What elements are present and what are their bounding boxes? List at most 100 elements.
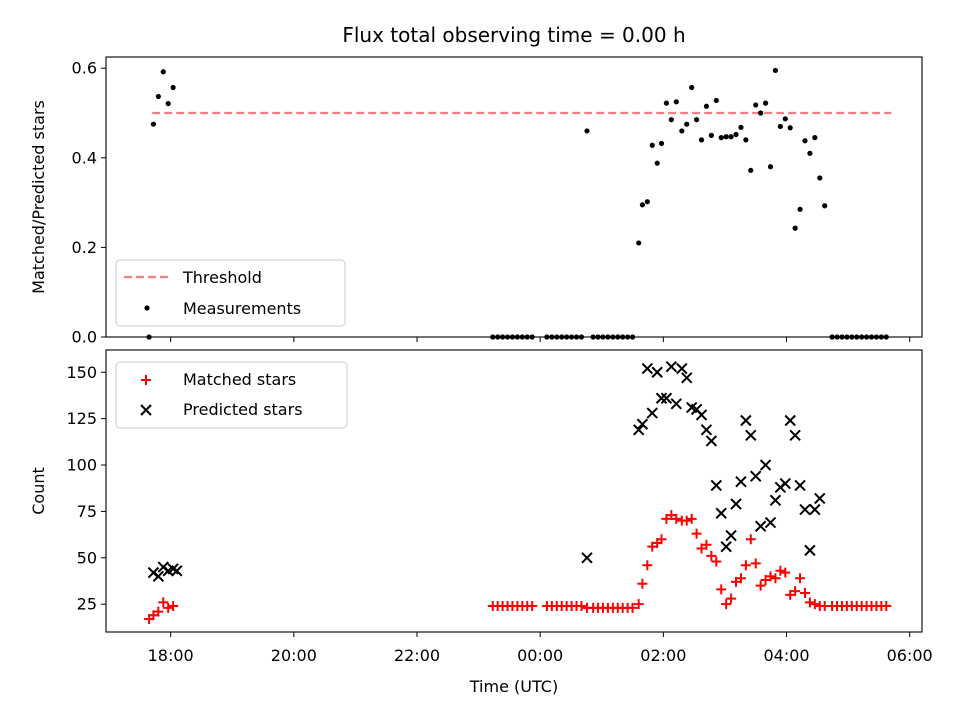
- matched-stars-point: [775, 565, 786, 576]
- measurement-point: [829, 334, 835, 340]
- legend-matched-swatch: [141, 375, 151, 385]
- predicted-stars-point: [651, 366, 663, 378]
- matched-stars-point: [881, 601, 892, 612]
- measurement-point: [615, 334, 621, 340]
- legend-predicted-swatch: [140, 404, 152, 416]
- measurement-point: [155, 93, 161, 100]
- predicted-stars-point: [700, 424, 713, 436]
- measurement-point: [767, 164, 774, 170]
- matched-stars-point: [153, 606, 164, 617]
- legend-label-matched: Matched stars: [183, 370, 296, 389]
- measurement-point: [839, 334, 845, 340]
- measurement-point: [758, 110, 764, 116]
- measurement-point: [495, 334, 501, 340]
- y-tick-label: 100: [66, 456, 97, 475]
- predicted-stars-point: [745, 429, 757, 442]
- predicted-stars-point: [730, 498, 742, 510]
- predicted-stars-point: [676, 362, 688, 375]
- x-tick-label: 20:00: [271, 646, 317, 665]
- predicted-stars-point: [814, 492, 826, 505]
- measurement-point: [743, 137, 749, 143]
- bottom-panel: 25 50 75 100 125 150 18:00 20:00 22:00 00:00 02:00…: [29, 349, 933, 696]
- measurement-point: [822, 203, 828, 209]
- measurement-point: [713, 97, 719, 104]
- matched-stars-point: [691, 528, 702, 539]
- y-tick-label: 0.2: [72, 238, 97, 257]
- matched-stars-point: [168, 601, 179, 612]
- predicted-stars-point: [784, 414, 796, 427]
- predicted-stars-point: [750, 470, 762, 482]
- measurement-point: [554, 334, 560, 340]
- measurement-point: [564, 334, 570, 340]
- predicted-stars-point: [715, 507, 727, 519]
- x-tick-label: 02:00: [640, 646, 686, 665]
- predicted-stars-point: [779, 477, 791, 490]
- matched-stars-point: [576, 601, 587, 612]
- predicted-stars-point: [660, 392, 673, 404]
- predicted-stars-point: [633, 424, 645, 436]
- matched-stars-point: [780, 567, 791, 578]
- predicted-stars-point: [740, 414, 752, 427]
- measurement-point: [878, 334, 884, 340]
- matched-stars-point: [686, 513, 697, 524]
- x-axis-label: Time (UTC): [469, 677, 558, 696]
- predicted-stars-point: [646, 407, 658, 419]
- matched-stars-point: [633, 599, 644, 610]
- measurement-point: [689, 84, 695, 91]
- measurement-point: [792, 225, 798, 231]
- measurement-point: [849, 334, 855, 340]
- predicted-stars-point: [681, 372, 693, 384]
- y-tick-label: 50: [77, 548, 97, 567]
- legend-box: [115, 361, 348, 429]
- measurement-point: [708, 132, 714, 138]
- measurement-point: [762, 100, 769, 106]
- legend-measurements-swatch: [144, 305, 150, 311]
- measurement-point: [644, 199, 650, 205]
- measurement-point: [639, 202, 646, 208]
- predicted-stars-point: [735, 476, 747, 488]
- matched-stars-point: [706, 550, 717, 561]
- measurement-point: [782, 116, 788, 122]
- measurement-point: [150, 121, 157, 127]
- x-tick-label: 06:00: [887, 646, 933, 665]
- measurement-point: [544, 334, 550, 340]
- measurement-point: [807, 150, 813, 156]
- chart-title: Flux total observing time = 0.00 h: [342, 23, 685, 47]
- matched-stars-point: [770, 573, 781, 584]
- measurement-point: [625, 334, 631, 340]
- measurement-point: [863, 334, 870, 340]
- predicted-stars-point: [720, 540, 732, 553]
- measurement-point: [590, 334, 596, 340]
- predicted-stars-point: [804, 544, 816, 557]
- matched-stars-point: [627, 602, 638, 613]
- measurement-point: [873, 334, 880, 340]
- predicted-stars-point: [794, 479, 806, 492]
- predicted-stars-point: [636, 418, 649, 430]
- matched-stars-point: [656, 534, 667, 545]
- y-tick-label: 150: [66, 363, 97, 382]
- measurement-point: [797, 206, 803, 212]
- measurement-point: [698, 137, 705, 143]
- measurement-point: [668, 117, 674, 123]
- predicted-stars-point: [799, 503, 811, 516]
- measurement-point: [883, 334, 889, 340]
- measurement-point: [490, 334, 496, 340]
- measurement-point: [777, 123, 783, 130]
- measurement-point: [673, 99, 679, 105]
- matched-stars-point: [681, 515, 692, 526]
- measurement-point: [738, 124, 744, 130]
- matched-stars-point: [750, 558, 761, 569]
- matched-stars-point: [701, 539, 712, 550]
- measurement-point: [584, 128, 590, 134]
- matched-stars-point: [642, 560, 653, 571]
- predicted-stars-point: [670, 398, 682, 410]
- measurement-point: [629, 334, 636, 340]
- top-panel: 0.0 0.2 0.4 0.6 Matched/Predicted stars Flux …: [29, 23, 923, 347]
- measurement-point: [514, 334, 520, 340]
- measurement-point: [610, 334, 616, 340]
- matched-stars-point: [671, 513, 682, 524]
- y-tick-label: 25: [77, 595, 97, 614]
- predicted-stars-point: [581, 552, 593, 564]
- y-tick-label: 0.6: [72, 59, 97, 78]
